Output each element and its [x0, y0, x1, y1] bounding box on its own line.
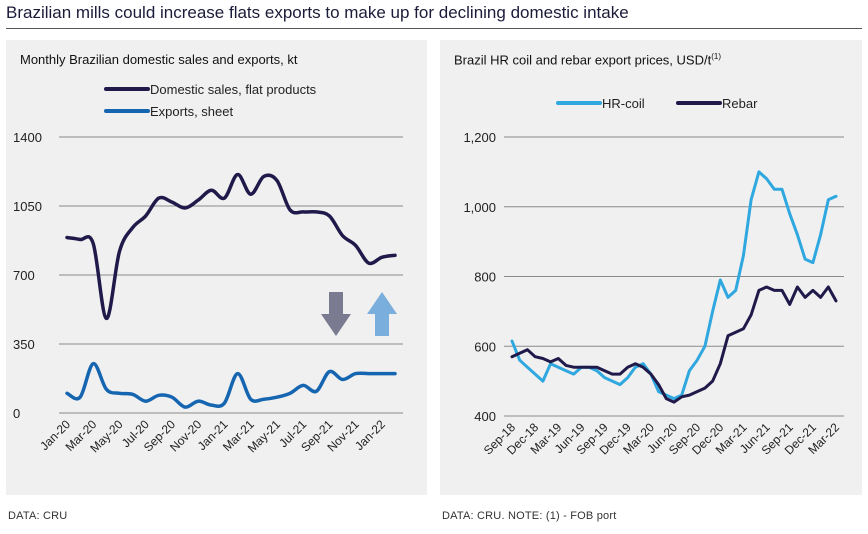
y-tick-label: 350	[13, 337, 35, 352]
x-tick-label: Jan-22	[352, 417, 388, 453]
y-tick-label: 1050	[13, 199, 42, 214]
y-tick-label: 800	[474, 270, 496, 285]
chart-title: Monthly Brazilian domestic sales and exp…	[20, 52, 298, 67]
y-tick-label: 1,000	[463, 200, 496, 215]
series-line-rebar	[510, 285, 838, 404]
chart-panel-export-prices: Brazil HR coil and rebar export prices, …	[440, 40, 862, 495]
chart-panel-domestic-exports: Monthly Brazilian domestic sales and exp…	[6, 40, 427, 495]
y-tick-label: 1400	[13, 130, 42, 145]
legend-label: HR-coil	[602, 96, 645, 111]
legend-label: Domestic sales, flat products	[150, 82, 317, 97]
y-tick-label: 400	[474, 409, 496, 424]
chart-title-note: (1)	[711, 52, 721, 61]
series-line-hr-coil	[510, 170, 838, 401]
legend-label: Exports, sheet	[150, 104, 233, 119]
legend-label: Rebar	[722, 96, 758, 111]
source-note-left: DATA: CRU	[8, 510, 68, 522]
y-tick-label: 600	[474, 339, 496, 354]
page-headline: Brazilian mills could increase flats exp…	[6, 3, 862, 29]
y-tick-label: 0	[13, 406, 20, 421]
y-tick-label: 700	[13, 268, 35, 283]
series-line-exports-sheet	[65, 361, 397, 409]
chart-domestic-exports: 035070010501400Jan-20Mar-20May-20Jul-20S…	[13, 82, 403, 455]
chart-export-prices: 4006008001,0001,200Sep-18Dec-18Mar-19Jun…	[463, 96, 844, 457]
up-arrow-icon	[367, 292, 397, 336]
chart-title: Brazil HR coil and rebar export prices, …	[454, 52, 721, 67]
chart-title-text: Brazil HR coil and rebar export prices, …	[454, 52, 712, 68]
down-arrow-icon	[321, 292, 351, 336]
series-line-domestic-sales-flat-products	[65, 172, 397, 321]
source-note-right: DATA: CRU. NOTE: (1) - FOB port	[442, 510, 617, 522]
y-tick-label: 1,200	[463, 130, 496, 145]
